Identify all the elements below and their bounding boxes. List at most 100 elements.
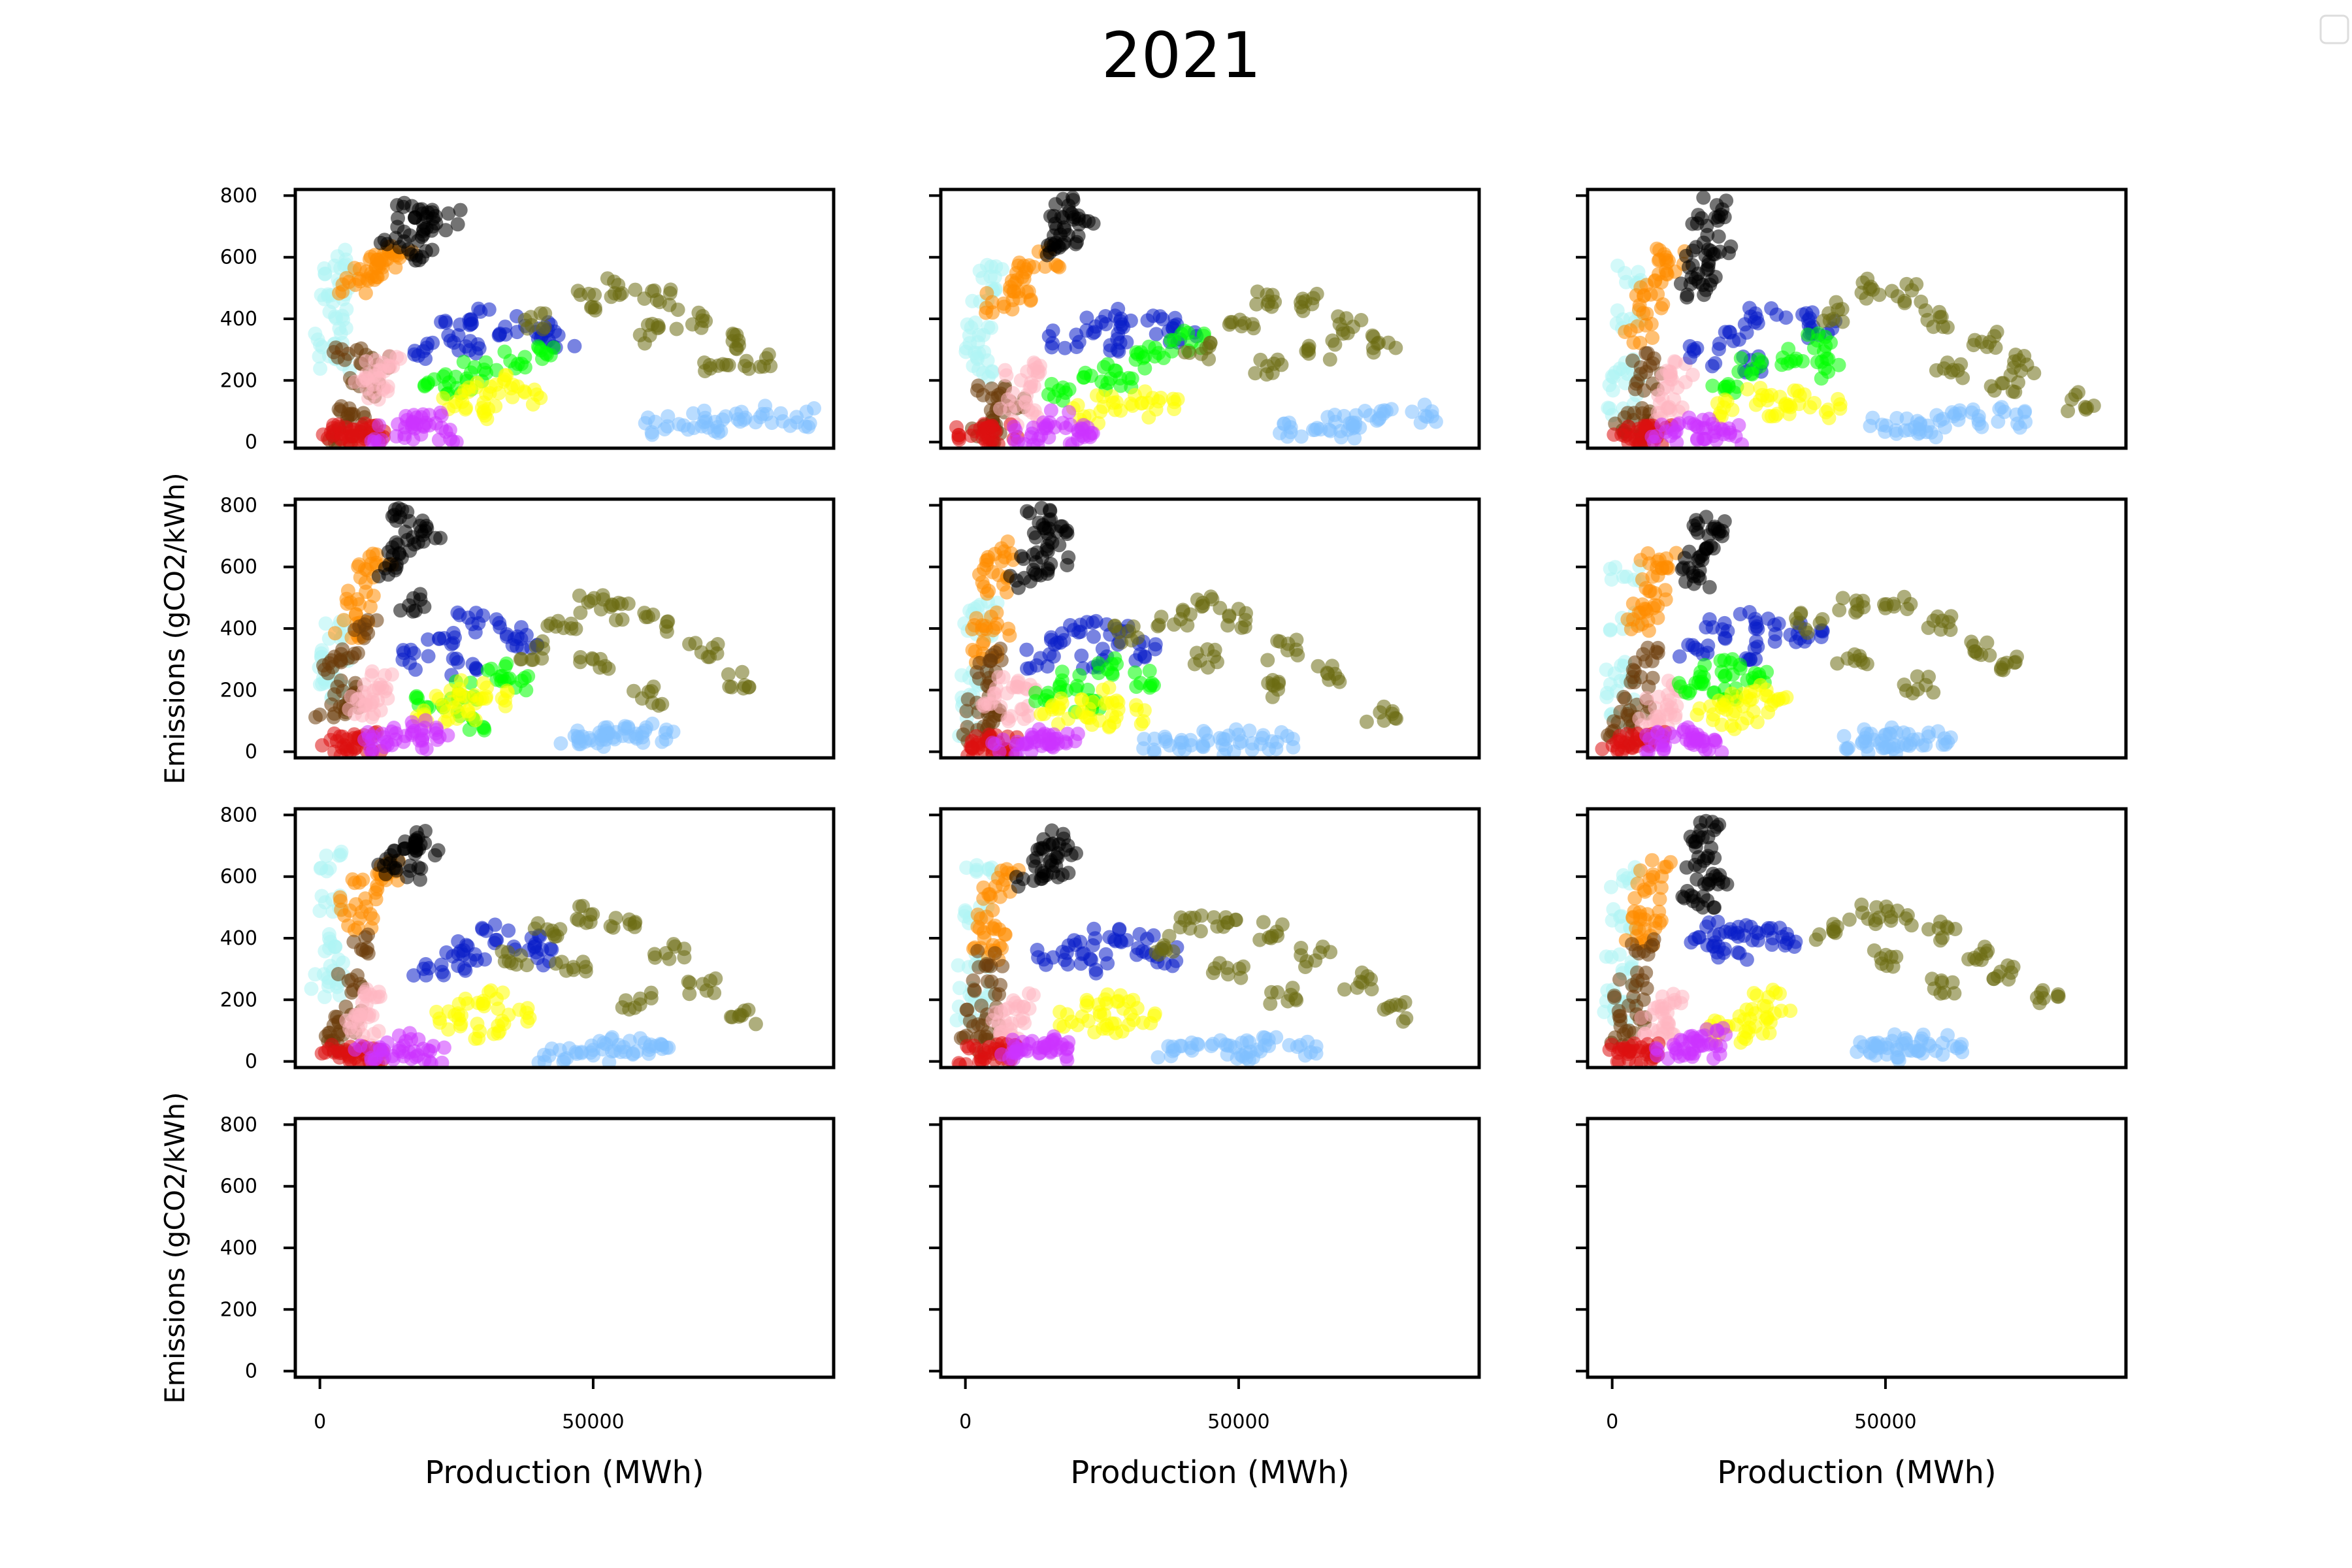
scatter-point: [1948, 922, 1963, 936]
scatter-point: [1740, 382, 1755, 397]
scatter-point: [388, 260, 403, 275]
scatter-series: [1003, 500, 1076, 595]
scatter-point: [1105, 708, 1120, 723]
scatter-point: [981, 1039, 996, 1054]
scatter-point: [531, 1055, 546, 1068]
scatter-point: [1692, 563, 1707, 578]
scatter-point: [637, 291, 652, 306]
scatter-point: [361, 927, 376, 942]
scatter-point: [1968, 644, 1983, 659]
scatter-point: [1850, 596, 1865, 612]
scatter-point: [491, 1002, 506, 1016]
scatter-point: [1656, 1019, 1671, 1034]
scatter-point: [1183, 732, 1198, 747]
scatter-point: [481, 402, 496, 416]
scatter-point: [400, 870, 415, 885]
scatter-point: [992, 1025, 1007, 1040]
scatter-point: [338, 999, 353, 1014]
scatter-point: [1759, 664, 1774, 679]
scatter-point: [425, 203, 440, 218]
scatter-series: [1149, 908, 1414, 1029]
scatter-point: [1741, 1025, 1756, 1040]
scatter-point: [1028, 694, 1043, 709]
scatter-series: [1041, 301, 1204, 359]
scatter-point: [1884, 913, 1899, 928]
scatter-point: [1756, 1026, 1771, 1041]
scatter-point: [1107, 619, 1122, 634]
scatter-point: [1707, 900, 1721, 915]
scatter-point: [384, 667, 399, 682]
scatter-point: [1650, 725, 1665, 740]
scatter-point: [1984, 379, 1999, 394]
scatter-point: [1644, 429, 1659, 444]
scatter-point: [2078, 400, 2093, 414]
scatter-point: [1130, 630, 1145, 645]
scatter-point: [1129, 702, 1144, 717]
scatter-point: [1639, 744, 1654, 758]
scatter-point: [1143, 678, 1158, 693]
scatter-point: [981, 862, 996, 877]
scatter-point: [627, 683, 641, 698]
scatter-series: [1675, 813, 1735, 915]
scatter-point: [1052, 679, 1067, 694]
scatter-point: [342, 903, 357, 918]
scatter-point: [1147, 1006, 1162, 1021]
scatter-point: [1171, 742, 1186, 757]
scatter-point: [1006, 1052, 1021, 1066]
scatter-point: [1348, 416, 1363, 431]
scatter-point: [994, 262, 1009, 277]
scatter-point: [365, 546, 380, 561]
scatter-point: [436, 1040, 451, 1055]
scatter-point: [326, 417, 341, 433]
scatter-point: [408, 843, 423, 858]
scatter-points: [308, 195, 821, 448]
scatter-point: [710, 637, 725, 651]
scatter-point: [708, 971, 723, 986]
scatter-point: [625, 1047, 640, 1062]
scatter-point: [1177, 345, 1192, 360]
scatter-point: [1815, 612, 1830, 627]
scatter-point: [651, 698, 666, 713]
scatter-point: [400, 504, 415, 519]
scatter-point: [1661, 401, 1676, 416]
scatter-point: [1667, 992, 1682, 1007]
scatter-point: [1260, 359, 1275, 374]
scatter-point: [1903, 596, 1918, 612]
scatter-point: [1039, 868, 1054, 883]
scatter-series: [373, 195, 468, 268]
scatter-point: [365, 1008, 380, 1023]
scatter-point: [1746, 986, 1761, 1001]
scatter-point: [1051, 736, 1066, 751]
scatter-point: [1245, 736, 1260, 751]
scatter-point: [1903, 736, 1918, 751]
scatter-point: [1041, 561, 1055, 576]
scatter-point: [1274, 357, 1289, 372]
scatter-point: [1952, 403, 1967, 418]
scatter-point: [1079, 310, 1094, 325]
scatter-point: [1260, 653, 1275, 668]
scatter-point: [1104, 389, 1119, 404]
scatter-point: [556, 621, 571, 636]
scatter-point: [1045, 323, 1060, 338]
scatter-point: [1626, 335, 1641, 350]
scatter-point: [1947, 986, 1962, 1001]
scatter-point: [1800, 625, 1815, 640]
scatter-point: [374, 433, 389, 448]
scatter-point: [1627, 890, 1642, 906]
scatter-point: [976, 891, 991, 906]
scatter-point: [1074, 648, 1089, 663]
scatter-point: [1923, 425, 1938, 440]
scatter-point: [1643, 287, 1658, 302]
scatter-point: [530, 951, 545, 966]
scatter-point: [408, 210, 423, 225]
scatter-point: [1065, 437, 1080, 448]
scatter-point: [308, 710, 323, 725]
scatter-point: [351, 691, 366, 706]
scatter-point: [461, 610, 476, 625]
scatter-point: [1633, 912, 1648, 927]
scatter-point: [1086, 629, 1101, 644]
scatter-point: [1210, 919, 1225, 934]
scatter-point: [1938, 737, 1953, 752]
scatter-point: [1183, 607, 1198, 622]
scatter-series: [983, 986, 1041, 1054]
